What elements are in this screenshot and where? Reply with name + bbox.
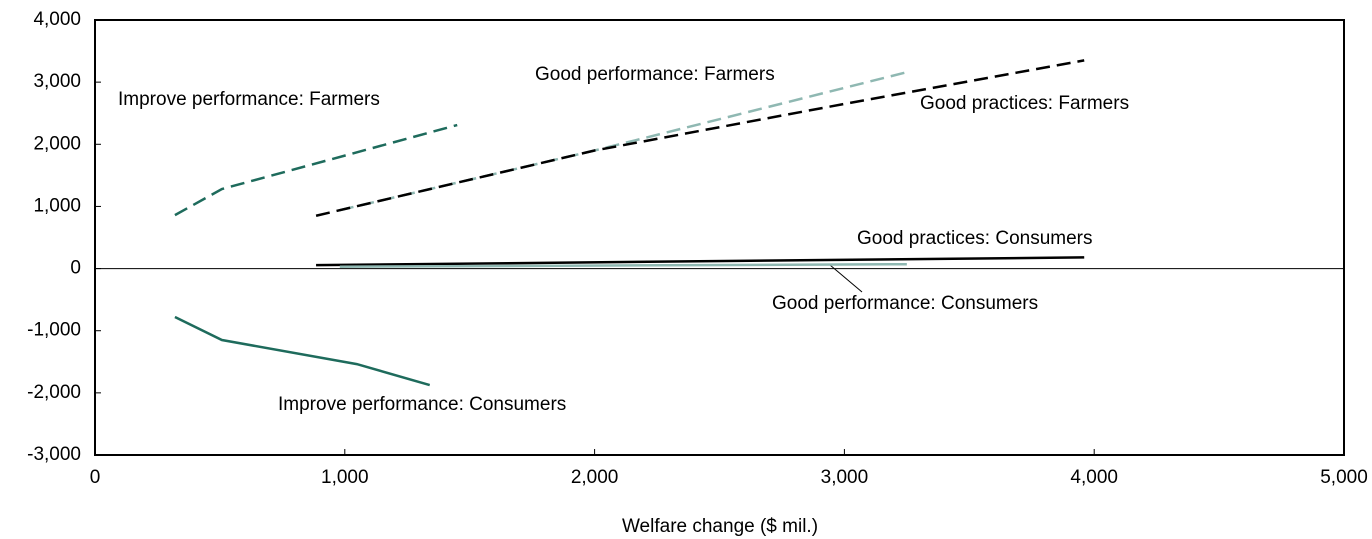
series-line: [174, 123, 458, 217]
series-label: Good practices: Farmers: [920, 93, 1129, 114]
y-tick-label: 3,000: [33, 71, 81, 92]
series-label: Improve performance: Farmers: [118, 89, 380, 110]
y-tick-label: 4,000: [33, 9, 81, 30]
series-label: Good practices: Consumers: [857, 228, 1093, 249]
y-tick-label: 1,000: [33, 195, 81, 216]
series-line: [174, 315, 431, 387]
leader-line: [829, 264, 863, 293]
y-tick-label: 0: [70, 258, 81, 279]
y-tick-label: -2,000: [27, 382, 81, 403]
series-line: [339, 262, 907, 268]
y-tick-label: -1,000: [27, 320, 81, 341]
x-tick-label: 3,000: [821, 467, 869, 488]
x-tick-label: 0: [90, 467, 101, 488]
series-label: Good performance: Farmers: [535, 64, 775, 85]
series-label: Good performance: Consumers: [772, 293, 1038, 314]
series-line: [315, 59, 1085, 217]
x-tick-label: 4,000: [1070, 467, 1118, 488]
y-tick-label: 2,000: [33, 133, 81, 154]
y-tick-label: -3,000: [27, 444, 81, 465]
x-tick-label: 5,000: [1320, 467, 1368, 488]
series-label: Improve performance: Consumers: [278, 394, 566, 415]
series-line: [316, 256, 1085, 267]
x-tick-label: 1,000: [321, 467, 369, 488]
x-axis-label: Welfare change ($ mil.): [622, 516, 818, 537]
x-tick-label: 2,000: [571, 467, 619, 488]
plot-frame: [94, 19, 1345, 456]
